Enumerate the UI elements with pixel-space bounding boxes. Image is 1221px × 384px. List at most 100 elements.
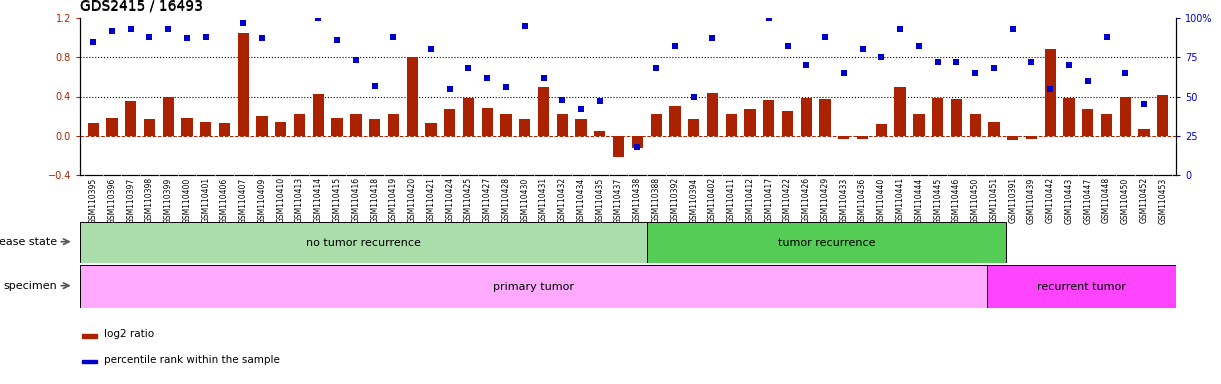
- Text: log2 ratio: log2 ratio: [104, 329, 154, 339]
- Bar: [819, 99, 830, 136]
- Text: tumor recurrence: tumor recurrence: [778, 237, 875, 248]
- Text: GDS2415 / 16493: GDS2415 / 16493: [81, 0, 203, 13]
- Text: GSM110437: GSM110437: [614, 177, 623, 223]
- Point: [309, 15, 328, 21]
- Text: GSM110410: GSM110410: [276, 177, 286, 223]
- Point: [590, 98, 609, 104]
- Text: GSM110439: GSM110439: [1027, 177, 1035, 223]
- Point: [740, 0, 759, 2]
- Bar: [519, 119, 530, 136]
- Bar: [200, 122, 211, 136]
- Point: [1002, 26, 1022, 32]
- Bar: [613, 136, 624, 157]
- Bar: [1007, 136, 1018, 140]
- Bar: [1101, 114, 1112, 136]
- Point: [177, 35, 197, 41]
- Bar: [951, 99, 962, 136]
- Bar: [1045, 50, 1056, 136]
- Text: GSM110448: GSM110448: [1103, 177, 1111, 223]
- Point: [477, 74, 497, 81]
- Point: [1078, 78, 1098, 84]
- Text: GSM110396: GSM110396: [107, 177, 116, 223]
- Text: GSM110394: GSM110394: [689, 177, 698, 223]
- Text: GSM110443: GSM110443: [1065, 177, 1073, 223]
- Point: [852, 46, 872, 53]
- Text: GSM110422: GSM110422: [783, 177, 792, 223]
- Bar: [106, 118, 117, 136]
- Point: [646, 65, 665, 71]
- Text: GSM110450: GSM110450: [971, 177, 979, 223]
- Text: GSM110400: GSM110400: [182, 177, 192, 223]
- Bar: [125, 101, 137, 136]
- Bar: [83, 334, 98, 338]
- Bar: [182, 118, 193, 136]
- Text: specimen: specimen: [4, 281, 57, 291]
- Point: [778, 43, 797, 49]
- Bar: [501, 114, 512, 136]
- Bar: [83, 360, 98, 363]
- Bar: [1026, 136, 1037, 139]
- Text: GSM110399: GSM110399: [164, 177, 172, 223]
- Point: [159, 26, 178, 32]
- Text: GSM110444: GSM110444: [915, 177, 923, 223]
- Text: recurrent tumor: recurrent tumor: [1037, 281, 1126, 291]
- Bar: [81, 222, 647, 263]
- Text: GSM110440: GSM110440: [877, 177, 886, 223]
- Text: GSM110397: GSM110397: [126, 177, 136, 223]
- Text: GSM110419: GSM110419: [389, 177, 398, 223]
- Bar: [763, 101, 774, 136]
- Text: GSM110392: GSM110392: [670, 177, 679, 223]
- Bar: [538, 87, 549, 136]
- Point: [534, 74, 553, 81]
- Bar: [350, 114, 361, 136]
- Text: percentile rank within the sample: percentile rank within the sample: [104, 354, 280, 364]
- Text: GSM110435: GSM110435: [596, 177, 604, 223]
- Point: [233, 20, 253, 26]
- Point: [702, 35, 722, 41]
- Point: [928, 59, 947, 65]
- Text: GSM110406: GSM110406: [220, 177, 230, 223]
- Point: [271, 0, 291, 5]
- Point: [946, 59, 966, 65]
- Bar: [707, 93, 718, 136]
- Text: GSM110428: GSM110428: [502, 177, 510, 223]
- Point: [459, 65, 479, 71]
- Text: GSM110412: GSM110412: [746, 177, 755, 223]
- Text: GSM110445: GSM110445: [933, 177, 943, 223]
- Bar: [801, 98, 812, 136]
- Bar: [913, 114, 924, 136]
- Point: [834, 70, 853, 76]
- Point: [1096, 34, 1116, 40]
- Bar: [219, 123, 230, 136]
- Point: [289, 12, 309, 18]
- Point: [496, 84, 515, 90]
- Point: [515, 23, 535, 29]
- Bar: [88, 123, 99, 136]
- Text: GSM110416: GSM110416: [352, 177, 360, 223]
- Text: GSM110434: GSM110434: [576, 177, 586, 223]
- Text: GSM110441: GSM110441: [896, 177, 905, 223]
- Point: [365, 83, 385, 89]
- Point: [910, 43, 929, 49]
- Text: no tumor recurrence: no tumor recurrence: [306, 237, 421, 248]
- Point: [103, 28, 122, 34]
- Point: [121, 26, 140, 32]
- Point: [1060, 62, 1079, 68]
- Text: GSM110411: GSM110411: [726, 177, 736, 223]
- Bar: [725, 114, 736, 136]
- Text: GSM110429: GSM110429: [821, 177, 829, 223]
- Bar: [388, 114, 399, 136]
- Bar: [144, 119, 155, 136]
- Point: [139, 34, 159, 40]
- Bar: [313, 94, 324, 136]
- Bar: [294, 114, 305, 136]
- Bar: [425, 123, 437, 136]
- Bar: [407, 57, 418, 136]
- Point: [816, 34, 835, 40]
- Bar: [81, 265, 987, 308]
- Bar: [162, 96, 173, 136]
- Bar: [444, 109, 455, 136]
- Text: GSM110427: GSM110427: [482, 177, 492, 223]
- Text: GSM110451: GSM110451: [989, 177, 999, 223]
- Text: GSM110420: GSM110420: [408, 177, 416, 223]
